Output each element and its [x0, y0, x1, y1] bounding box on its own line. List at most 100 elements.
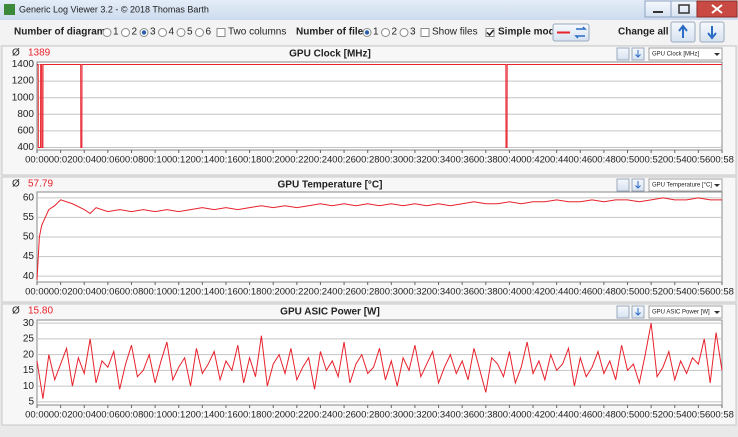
- y-tick-label: 15: [23, 365, 35, 376]
- radio-button[interactable]: [158, 28, 167, 37]
- x-tick-label: 00:18: [238, 287, 262, 298]
- show-files-checkbox[interactable]: [420, 28, 430, 37]
- x-tick-label: 00:20: [261, 410, 285, 421]
- average-value: 57.79: [28, 179, 53, 190]
- x-tick-label: 00:02: [49, 287, 73, 298]
- x-tick-label: 00:12: [167, 287, 191, 298]
- files-label: Number of files: [296, 27, 369, 38]
- radio-button[interactable]: [176, 28, 186, 37]
- minimize-button[interactable]: [644, 0, 672, 18]
- down-icon: [635, 181, 641, 189]
- x-tick-label: 00:28: [356, 287, 380, 298]
- radio-label: 1: [373, 27, 379, 38]
- x-tick-label: 00:26: [332, 410, 356, 421]
- x-tick-label: 00:42: [521, 155, 545, 166]
- x-tick-label: 00:40: [498, 155, 522, 166]
- radio-label: 2: [132, 27, 138, 38]
- simple-mode-checkbox[interactable]: [485, 28, 495, 37]
- radio-button[interactable]: [381, 28, 390, 37]
- radio-button[interactable]: [121, 28, 130, 37]
- x-tick-label: 00:24: [309, 410, 333, 421]
- x-tick-label: 00:20: [261, 155, 285, 166]
- x-tick-label: 00:06: [96, 155, 120, 166]
- x-tick-label: 00:42: [521, 287, 545, 298]
- x-tick-label: 00:08: [120, 155, 144, 166]
- x-tick-label: 00:16: [214, 410, 238, 421]
- close-icon: [711, 4, 723, 14]
- x-tick-label: 00:12: [167, 155, 191, 166]
- x-tick-label: 00:36: [450, 287, 474, 298]
- radio-label: 1: [113, 27, 119, 38]
- x-tick-label: 00:58: [710, 287, 734, 298]
- chart-title: GPU Clock [MHz]: [289, 49, 371, 60]
- average-symbol: Ø: [12, 48, 20, 59]
- radio-button[interactable]: [102, 28, 112, 37]
- radio-label: 5: [187, 27, 193, 38]
- x-tick-label: 00:54: [663, 287, 687, 298]
- series-line: [37, 63, 722, 149]
- x-tick-label: 00:18: [238, 155, 262, 166]
- y-tick-label: 10: [23, 381, 35, 392]
- x-tick-label: 00:32: [403, 287, 427, 298]
- series-dropdown[interactable]: [648, 305, 723, 319]
- diagrams-label: Number of diagrams: [14, 27, 112, 38]
- series-dropdown[interactable]: [648, 178, 723, 192]
- average-symbol: Ø: [12, 179, 20, 190]
- x-tick-label: 00:02: [49, 155, 73, 166]
- app-icon: [4, 4, 15, 15]
- radio-button[interactable]: [195, 28, 204, 37]
- x-tick-label: 00:56: [686, 287, 710, 298]
- x-tick-label: 00:26: [332, 287, 356, 298]
- x-tick-label: 00:48: [592, 155, 616, 166]
- two-columns-checkbox[interactable]: [216, 28, 226, 37]
- series-line: [36, 197, 722, 281]
- x-tick-label: 00:22: [285, 287, 309, 298]
- x-tick-label: 00:50: [616, 287, 640, 298]
- average-value: 1389: [28, 48, 51, 59]
- x-tick-label: 00:14: [190, 410, 214, 421]
- info-button[interactable]: [616, 305, 630, 319]
- two-columns-label: Two columns: [228, 27, 286, 38]
- x-tick-label: 00:14: [190, 287, 214, 298]
- radio-label: 3: [410, 27, 416, 38]
- dropdown-text: GPU Clock [MHz]: [652, 52, 699, 58]
- x-tick-label: 00:02: [49, 410, 73, 421]
- x-tick-label: 00:26: [332, 155, 356, 166]
- x-tick-label: 00:48: [592, 287, 616, 298]
- x-tick-label: 00:40: [498, 410, 522, 421]
- plot-area: [36, 319, 723, 406]
- x-tick-label: 00:28: [356, 155, 380, 166]
- dropdown-text: GPU Temperature [°C]: [652, 183, 712, 189]
- x-tick-label: 00:42: [521, 410, 545, 421]
- x-tick-label: 00:10: [143, 287, 167, 298]
- series-line: [36, 323, 723, 399]
- radio-dot: [141, 30, 147, 35]
- x-tick-label: 00:38: [474, 287, 498, 298]
- maximize-button[interactable]: [670, 0, 698, 18]
- maximize-icon: [678, 4, 690, 14]
- x-tick-label: 00:22: [285, 155, 309, 166]
- x-tick-label: 00:50: [616, 410, 640, 421]
- x-tick-label: 00:22: [285, 410, 309, 421]
- y-tick-label: 60: [23, 193, 35, 204]
- show-files-label: Show files: [432, 27, 478, 38]
- x-tick-label: 00:06: [96, 287, 120, 298]
- swap-icon: [574, 26, 587, 39]
- x-tick-label: 00:44: [545, 287, 569, 298]
- window-title: Generic Log Viewer 3.2 - © 2018 Thomas B…: [19, 4, 209, 14]
- radio-button[interactable]: [399, 28, 409, 37]
- x-tick-label: 00:54: [663, 155, 687, 166]
- x-tick-label: 00:46: [568, 155, 592, 166]
- info-button[interactable]: [616, 47, 630, 61]
- series-dropdown[interactable]: [648, 47, 723, 61]
- info-button[interactable]: [616, 178, 630, 192]
- y-tick-label: 1400: [12, 59, 35, 70]
- dropdown-text: GPU ASIC Power [W]: [652, 310, 710, 316]
- y-tick-label: 55: [23, 212, 35, 223]
- y-tick-label: 20: [23, 349, 35, 360]
- x-tick-label: 00:52: [639, 287, 663, 298]
- radio-label: 6: [206, 27, 212, 38]
- x-tick-label: 00:04: [72, 287, 96, 298]
- y-tick-label: 45: [23, 251, 35, 262]
